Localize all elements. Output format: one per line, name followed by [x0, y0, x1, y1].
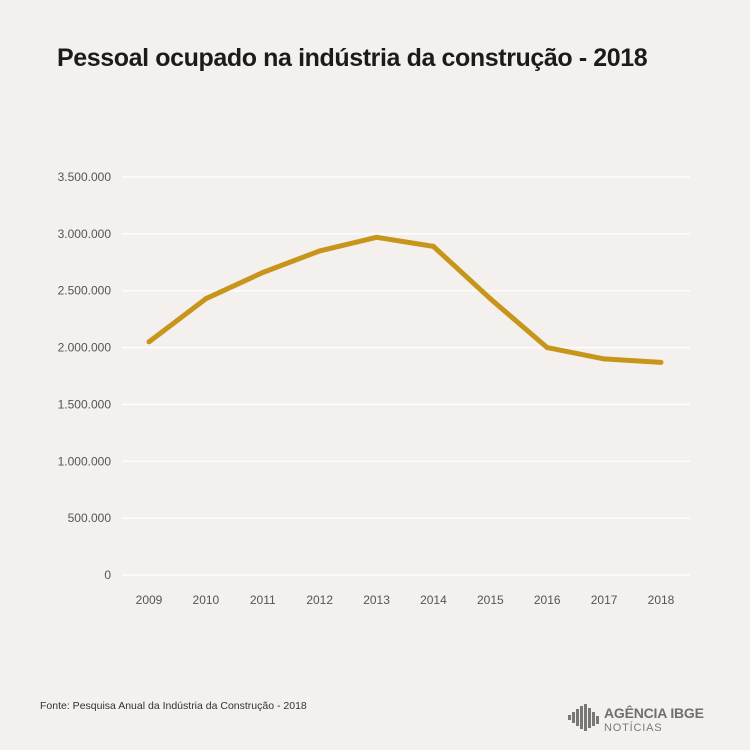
chart-title: Pessoal ocupado na indústria da construç… [57, 44, 648, 72]
y-tick-label: 0 [104, 568, 111, 582]
data-point [487, 296, 493, 302]
y-tick-label: 2.000.000 [58, 341, 112, 355]
agencia-ibge-logo: AGÊNCIA IBGE NOTÍCIAS [568, 704, 708, 738]
x-tick-label: 2010 [193, 593, 220, 607]
y-tick-label: 1.000.000 [58, 454, 112, 468]
data-point [260, 270, 266, 276]
data-point [317, 248, 323, 254]
data-point [430, 243, 436, 249]
y-tick-label: 2.500.000 [58, 284, 112, 298]
line-chart: 0 500.000 1.000.000 1.500.000 2.000.000 2.500… [58, 170, 690, 607]
x-tick-label: 2014 [420, 593, 447, 607]
series-line [147, 234, 662, 365]
y-tick-label: 3.000.000 [58, 227, 112, 241]
y-tick-label: 500.000 [68, 511, 112, 525]
data-point [658, 359, 664, 365]
source-note: Fonte: Pesquisa Anual da Indústria da Co… [40, 700, 307, 712]
x-tick-label: 2009 [136, 593, 163, 607]
logo-main-text: AGÊNCIA IBGE [604, 705, 704, 721]
ibge-logo-icon [568, 704, 599, 731]
x-tick-label: 2016 [534, 593, 561, 607]
data-point [203, 296, 209, 302]
logo-sub-text: NOTÍCIAS [604, 722, 663, 734]
y-tick-label: 3.500.000 [58, 170, 112, 184]
x-tick-label: 2015 [477, 593, 504, 607]
x-tick-label: 2018 [648, 593, 675, 607]
x-tick-label: 2017 [591, 593, 618, 607]
data-point [374, 234, 380, 240]
data-point [544, 345, 550, 351]
x-tick-label: 2011 [250, 593, 276, 607]
x-tick-label: 2012 [306, 593, 333, 607]
data-point [146, 339, 152, 345]
y-tick-label: 1.500.000 [58, 397, 112, 411]
data-point [601, 356, 607, 362]
x-tick-label: 2013 [363, 593, 390, 607]
